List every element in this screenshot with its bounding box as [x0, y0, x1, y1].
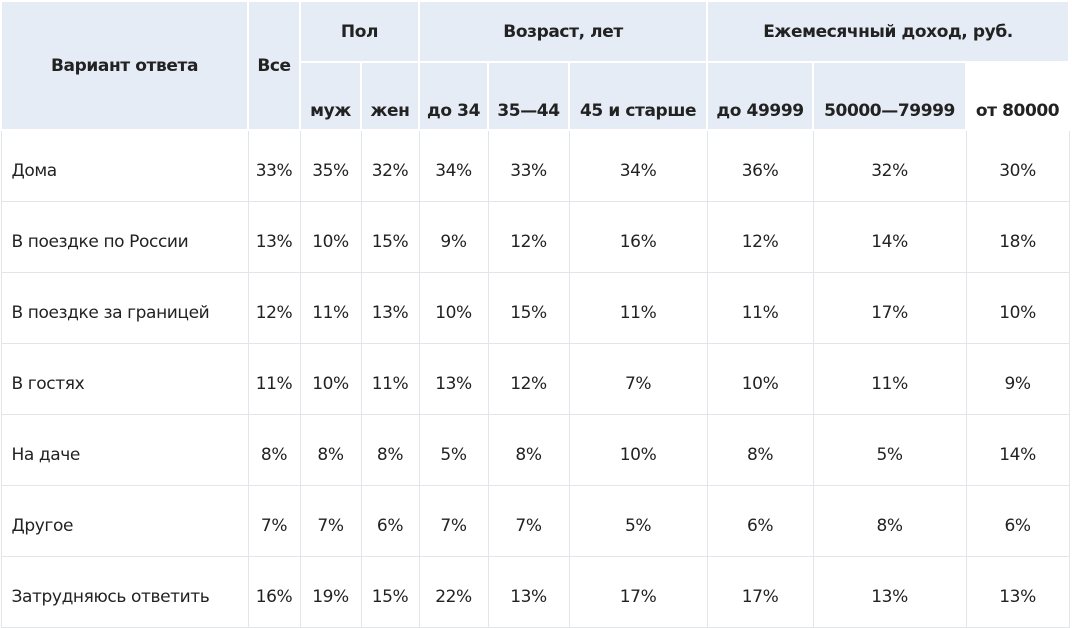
cell: 12% — [247, 272, 301, 344]
header-cell: Пол — [298, 0, 421, 63]
cell: 33% — [487, 129, 570, 202]
cell: 17% — [568, 556, 708, 628]
cell: 8% — [247, 414, 301, 486]
table-row: Затрудняюсь ответить 16% 19% 15% 22% 13% 17% 17… — [0, 556, 1070, 628]
header-cell: Все — [247, 0, 301, 131]
cell: 15% — [360, 201, 420, 273]
cell: 6% — [965, 485, 1070, 557]
cell: 16% — [247, 556, 301, 628]
cell: 12% — [487, 201, 570, 273]
row-label: Затрудняюсь ответить — [0, 556, 249, 628]
cell: 11% — [247, 343, 301, 415]
cell: 33% — [247, 129, 301, 202]
cell: 7% — [568, 343, 708, 415]
subheader-cell: до 49999 — [706, 61, 815, 131]
cell: 11% — [812, 343, 967, 415]
subheader-cell: жен — [359, 61, 421, 131]
row-label: Дома — [0, 129, 249, 202]
subheader-cell: от 80000 — [965, 61, 1071, 131]
header-cell: Вариант ответа — [0, 0, 249, 131]
cell: 6% — [360, 485, 420, 557]
subheader-cell: 50000—79999 — [812, 61, 968, 131]
cell: 8% — [706, 414, 814, 486]
cell: 15% — [487, 272, 570, 344]
cell: 30% — [965, 129, 1070, 202]
cell: 17% — [812, 272, 967, 344]
table-row: Другое 7% 7% 6% 7% 7% 5% 6% 8% 6% — [0, 485, 1070, 557]
table-row: В гостях 11% 10% 11% 13% 12% 7% 10% 11% 9% — [0, 343, 1070, 415]
cell: 5% — [418, 414, 489, 486]
cell: 13% — [812, 556, 967, 628]
row-label: В поездке за границей — [0, 272, 249, 344]
table-row: В поездке по России 13% 10% 15% 9% 12% 16% 12% 1… — [0, 201, 1070, 273]
cell: 32% — [812, 129, 967, 202]
cell: 13% — [965, 556, 1070, 628]
cell: 34% — [568, 129, 708, 202]
cell: 11% — [360, 343, 420, 415]
cell: 12% — [706, 201, 814, 273]
cell: 11% — [706, 272, 814, 344]
cell: 7% — [487, 485, 570, 557]
row-label: В гостях — [0, 343, 249, 415]
cell: 35% — [299, 129, 362, 202]
cell: 36% — [706, 129, 814, 202]
row-label: На даче — [0, 414, 249, 486]
cell: 19% — [299, 556, 362, 628]
cell: 9% — [418, 201, 489, 273]
cell: 14% — [812, 201, 967, 273]
subheader-cell: 35—44 — [487, 61, 571, 131]
cell: 10% — [568, 414, 708, 486]
cell: 11% — [299, 272, 362, 344]
cell: 6% — [706, 485, 814, 557]
cell: 18% — [965, 201, 1070, 273]
cell: 10% — [299, 343, 362, 415]
cell: 7% — [418, 485, 489, 557]
row-label: Другое — [0, 485, 249, 557]
row-label: В поездке по России — [0, 201, 249, 273]
cell: 5% — [812, 414, 967, 486]
cell: 13% — [487, 556, 570, 628]
subheader-cell: муж — [299, 61, 362, 131]
cell: 12% — [487, 343, 570, 415]
table-row: В поездке за границей 12% 11% 13% 10% 15% 11% 1… — [0, 272, 1070, 344]
cell: 16% — [568, 201, 708, 273]
subheader-cell: до 34 — [418, 61, 490, 131]
cell: 13% — [247, 201, 301, 273]
table-row: На даче 8% 8% 8% 5% 8% 10% 8% 5% 14% — [0, 414, 1070, 486]
cell: 8% — [812, 485, 967, 557]
cell: 22% — [418, 556, 489, 628]
cell: 10% — [965, 272, 1070, 344]
cell: 7% — [299, 485, 362, 557]
table-row: Дома 33% 35% 32% 34% 33% 34% 36% 32% 30% — [0, 129, 1070, 202]
cell: 5% — [568, 485, 708, 557]
subheader-cell: 45 и старше — [568, 61, 709, 131]
cell: 8% — [299, 414, 362, 486]
cell: 10% — [418, 272, 489, 344]
cell: 15% — [360, 556, 420, 628]
cell: 8% — [487, 414, 570, 486]
cell: 11% — [568, 272, 708, 344]
cell: 7% — [247, 485, 301, 557]
cell: 9% — [965, 343, 1070, 415]
cell: 10% — [706, 343, 814, 415]
cell: 32% — [360, 129, 420, 202]
header-cell: Ежемесячный доход, руб. — [706, 0, 1071, 63]
cell: 13% — [360, 272, 420, 344]
cell: 17% — [706, 556, 814, 628]
cell: 8% — [360, 414, 420, 486]
cell: 14% — [965, 414, 1070, 486]
cell: 13% — [418, 343, 489, 415]
cell: 10% — [299, 201, 362, 273]
cell: 34% — [418, 129, 489, 202]
header-cell: Возраст, лет — [418, 0, 709, 63]
